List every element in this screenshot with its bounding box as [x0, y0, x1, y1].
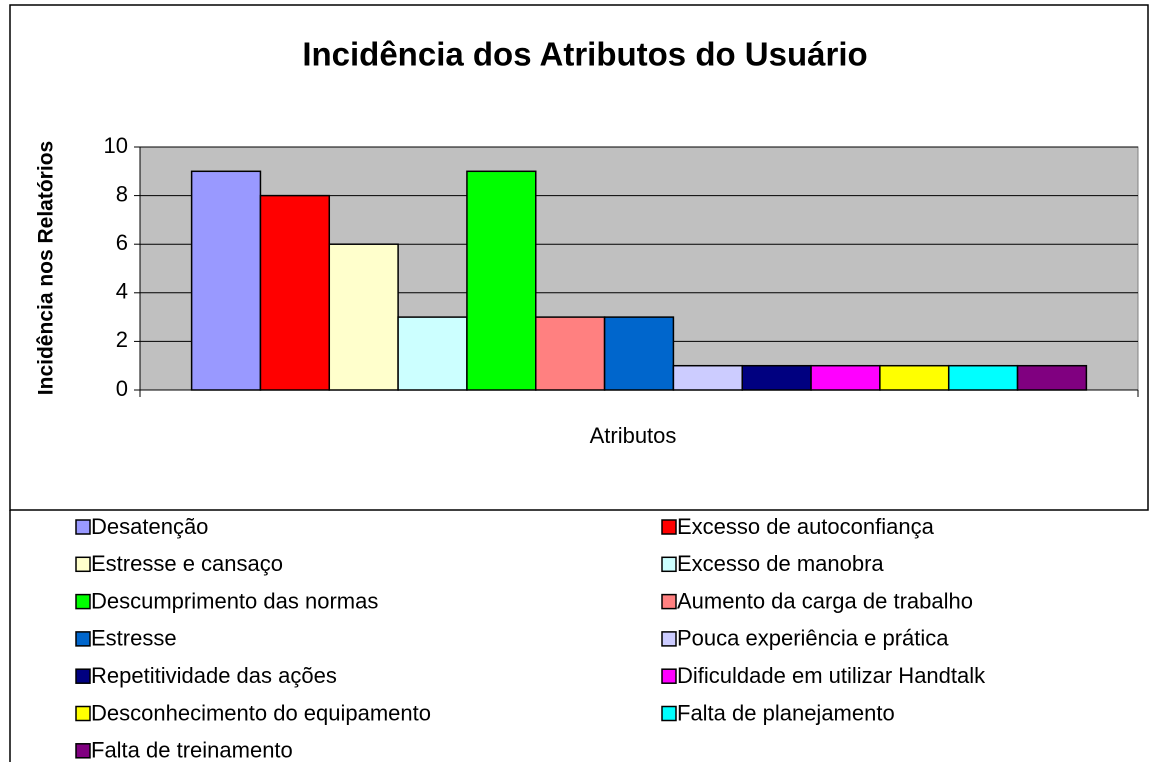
- legend-label: Excesso de manobra: [677, 551, 884, 576]
- legend-label: Dificuldade em utilizar Handtalk: [677, 663, 986, 688]
- bar: [947, 364, 1019, 391]
- y-tick-label: 10: [104, 133, 128, 158]
- legend-swatch: [661, 519, 677, 535]
- bar: [397, 316, 468, 391]
- legend-label: Falta de treinamento: [91, 738, 293, 762]
- bar: [741, 364, 812, 391]
- bar: [259, 194, 331, 391]
- bar: [535, 316, 606, 391]
- bar: [328, 243, 399, 391]
- legend-swatch: [661, 593, 677, 610]
- legend-label: Repetitividade das ações: [91, 663, 337, 688]
- bar: [879, 364, 950, 391]
- legend-swatch: [75, 668, 91, 684]
- legend-swatch: [661, 705, 677, 722]
- bar: [603, 316, 675, 391]
- legend-swatch: [75, 556, 91, 573]
- y-tick-label: 0: [116, 376, 128, 401]
- y-tick-label: 6: [116, 230, 128, 255]
- legend-label: Falta de planejamento: [677, 700, 895, 725]
- y-tick-label: 2: [116, 327, 128, 352]
- legend-swatch: [661, 631, 677, 647]
- y-tick-label: 8: [116, 181, 128, 206]
- legend-label: Desatenção: [91, 514, 208, 539]
- legend-label: Desconhecimento do equipamento: [91, 700, 431, 725]
- bar: [190, 170, 262, 391]
- legend-label: Descumprimento das normas: [91, 588, 378, 613]
- legend-swatch: [75, 631, 91, 647]
- legend-swatch: [75, 519, 91, 535]
- legend-swatch: [75, 705, 91, 722]
- x-axis-label: Atributos: [590, 423, 677, 448]
- legend-label: Estresse: [91, 626, 177, 651]
- bar: [466, 170, 537, 391]
- bar: [810, 364, 881, 391]
- y-axis-label: Incidência nos Relatórios: [35, 141, 58, 395]
- chart-title: Incidência dos Atributos do Usuário: [302, 36, 867, 73]
- bar: [1016, 364, 1088, 391]
- legend-label: Aumento da carga de trabalho: [677, 588, 973, 613]
- bar: [672, 364, 743, 391]
- y-tick-label: 4: [116, 279, 128, 304]
- legend-swatch: [75, 593, 91, 610]
- legend-swatch: [75, 743, 91, 759]
- legend-label: Estresse e cansaço: [91, 551, 283, 576]
- legend-swatch: [661, 556, 677, 573]
- legend-label: Pouca experiência e prática: [677, 626, 949, 651]
- legend-swatch: [661, 668, 677, 684]
- legend-label: Excesso de autoconfiança: [677, 514, 935, 539]
